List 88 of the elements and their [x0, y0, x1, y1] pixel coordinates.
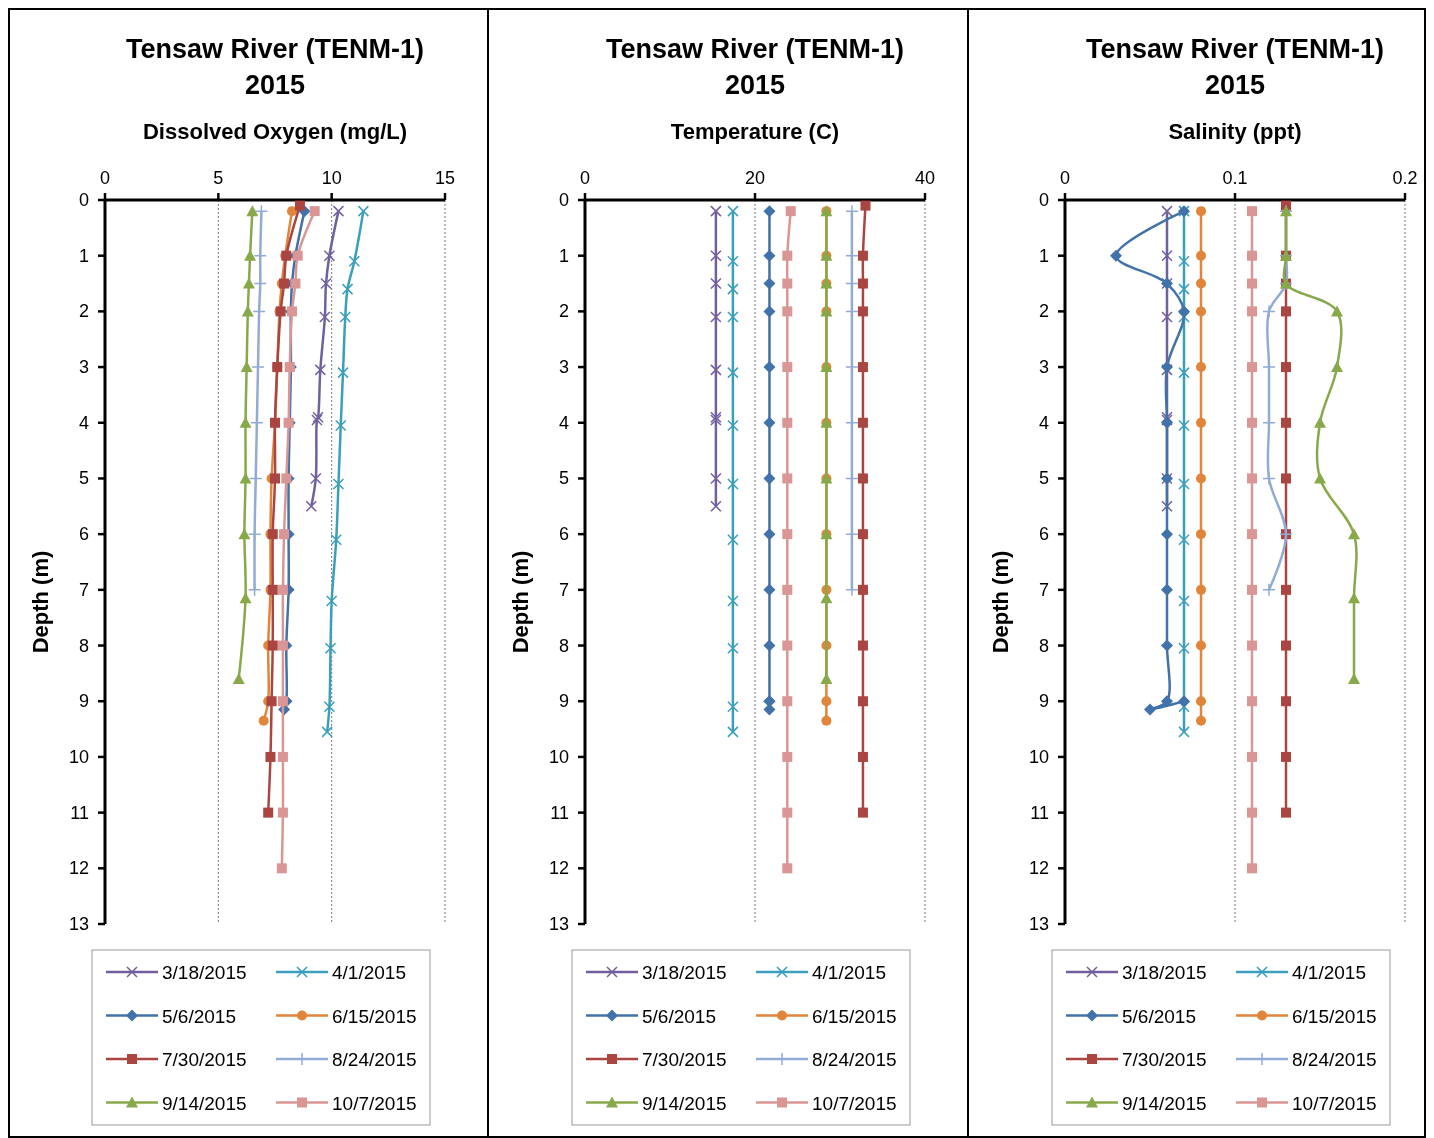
legend-label: 10/7/2015	[812, 1092, 897, 1114]
legend-label: 4/1/2015	[332, 962, 406, 983]
x-tick-label: 0	[579, 168, 591, 188]
legend-label: 7/30/2015	[162, 1049, 247, 1070]
x-tick-label: 15	[434, 168, 456, 188]
y-tick-label: 8	[1038, 635, 1049, 656]
legend-label: 3/18/2015	[162, 962, 247, 983]
y-axis-title: Depth (m)	[988, 550, 1013, 654]
chart-title: Tensaw River (TENM-1)	[1085, 34, 1385, 64]
y-axis-title: Depth (m)	[28, 550, 53, 654]
y-tick-label: 4	[1038, 412, 1049, 433]
y-tick-label: 1	[558, 245, 569, 266]
y-tick-label: 8	[78, 635, 89, 656]
y-tick-label: 11	[550, 802, 569, 823]
chart-subtitle: 2015	[1204, 70, 1266, 100]
chart-subtitle: 2015	[244, 70, 306, 100]
y-tick-label: 13	[1028, 914, 1049, 934]
legend-label: 3/18/2015	[642, 962, 727, 983]
y-tick-label: 6	[1038, 524, 1049, 545]
legend-label: 8/24/2015	[332, 1049, 417, 1070]
y-tick-label: 5	[558, 468, 569, 489]
legend-label: 6/15/2015	[1292, 1005, 1377, 1027]
y-tick-label: 0	[78, 190, 89, 210]
y-tick-label: 3	[558, 357, 569, 378]
x-axis-title: Dissolved Oxygen (mg/L)	[142, 119, 408, 144]
y-tick-label: 12	[68, 858, 89, 879]
y-tick-label: 8	[558, 635, 569, 656]
legend-label: 5/6/2015	[642, 1005, 716, 1027]
legend-label: 5/6/2015	[1122, 1005, 1196, 1027]
y-tick-label: 7	[1038, 579, 1049, 600]
x-tick-label: 0.1	[1222, 168, 1248, 188]
y-tick-label: 5	[78, 468, 89, 489]
y-tick-label: 2	[1038, 301, 1049, 322]
legend-label: 9/14/2015	[1122, 1092, 1207, 1114]
y-tick-label: 3	[1038, 357, 1049, 378]
legend-label: 8/24/2015	[1292, 1049, 1377, 1070]
y-axis-title: Depth (m)	[508, 550, 533, 654]
y-tick-label: 0	[558, 190, 569, 210]
y-tick-label: 4	[558, 412, 569, 433]
legend-label: 10/7/2015	[332, 1092, 417, 1114]
legend-label: 5/6/2015	[162, 1005, 236, 1027]
y-tick-label: 2	[78, 301, 89, 322]
y-tick-label: 12	[548, 858, 569, 879]
x-axis-title: Temperature (C)	[670, 119, 840, 144]
y-tick-label: 6	[558, 524, 569, 545]
y-tick-label: 1	[1038, 245, 1049, 266]
x-tick-label: 40	[914, 168, 936, 188]
legend-label: 10/7/2015	[1292, 1092, 1377, 1114]
x-tick-label: 10	[321, 168, 342, 188]
chart-title: Tensaw River (TENM-1)	[605, 34, 905, 64]
y-tick-label: 10	[548, 746, 569, 767]
y-tick-label: 9	[558, 691, 569, 712]
legend-label: 3/18/2015	[1122, 962, 1207, 983]
y-tick-label: 3	[78, 357, 89, 378]
legend-label: 9/14/2015	[642, 1092, 727, 1114]
y-tick-label: 6	[78, 524, 89, 545]
y-tick-label: 2	[558, 301, 569, 322]
legend-label: 6/15/2015	[332, 1005, 417, 1027]
legend-label: 4/1/2015	[812, 962, 886, 983]
chart-title: Tensaw River (TENM-1)	[125, 34, 425, 64]
y-tick-label: 13	[548, 914, 569, 934]
y-tick-label: 1	[78, 245, 89, 266]
x-tick-label: 0.2	[1392, 168, 1418, 188]
legend-label: 9/14/2015	[162, 1092, 247, 1114]
y-tick-label: 10	[68, 746, 89, 767]
y-tick-label: 11	[1030, 802, 1049, 823]
y-tick-label: 7	[558, 579, 569, 600]
y-tick-label: 13	[68, 914, 89, 934]
y-tick-label: 10	[1028, 746, 1049, 767]
chart-subtitle: 2015	[724, 70, 786, 100]
x-tick-label: 20	[744, 168, 766, 188]
y-tick-label: 12	[1028, 858, 1049, 879]
x-axis-title: Salinity (ppt)	[1168, 119, 1302, 144]
y-tick-label: 4	[78, 412, 89, 433]
y-tick-label: 0	[1038, 190, 1049, 210]
legend-label: 8/24/2015	[812, 1049, 897, 1070]
y-tick-label: 9	[1038, 691, 1049, 712]
y-tick-label: 9	[78, 691, 89, 712]
x-tick-label: 0	[99, 168, 111, 188]
legend-label: 7/30/2015	[1122, 1049, 1207, 1070]
y-tick-label: 11	[70, 802, 89, 823]
x-tick-label: 0	[1059, 168, 1071, 188]
legend-label: 7/30/2015	[642, 1049, 727, 1070]
y-tick-label: 7	[78, 579, 89, 600]
legend-label: 4/1/2015	[1292, 962, 1366, 983]
legend-label: 6/15/2015	[812, 1005, 897, 1027]
y-tick-label: 5	[1038, 468, 1049, 489]
x-tick-label: 5	[213, 168, 224, 188]
